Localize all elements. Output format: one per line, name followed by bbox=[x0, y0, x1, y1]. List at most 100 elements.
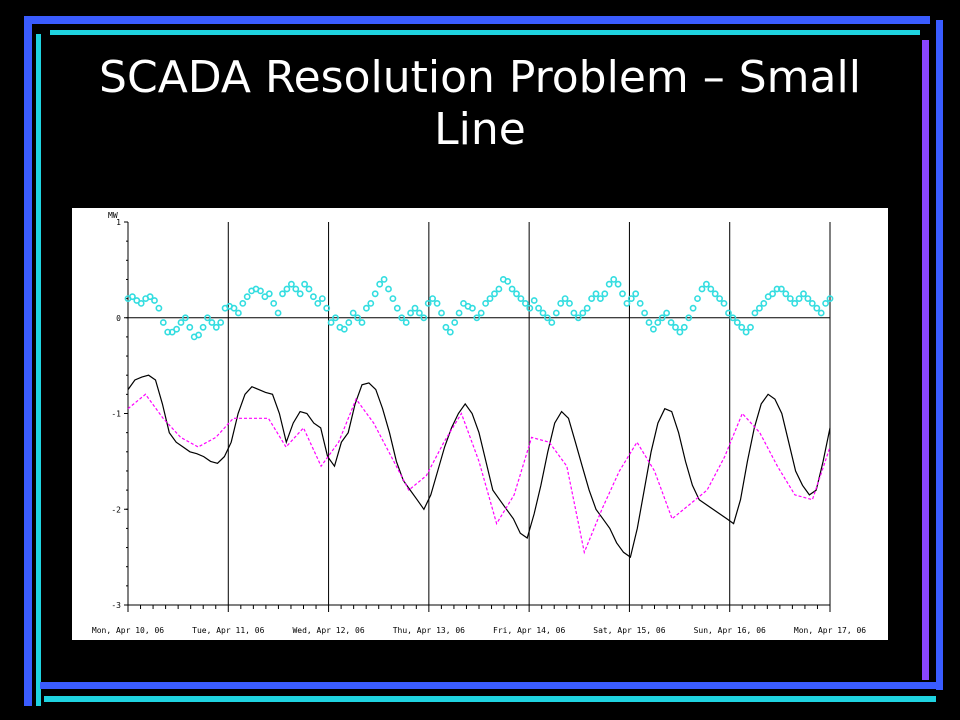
cyan-series-point-2 bbox=[133, 297, 141, 304]
cyan-series-point-104 bbox=[583, 304, 591, 312]
cyan-series-point-6 bbox=[151, 297, 158, 304]
cyan-series-point-142 bbox=[751, 309, 759, 317]
cyan-series-point-55 bbox=[367, 300, 375, 307]
cyan-series-point-95 bbox=[543, 314, 551, 322]
cyan-series-point-88 bbox=[513, 290, 520, 298]
cyan-series-point-131 bbox=[703, 280, 710, 288]
cyan-series-point-137 bbox=[729, 314, 737, 322]
cyan-series-point-40 bbox=[301, 280, 308, 288]
y-axis-title: MW bbox=[108, 211, 118, 220]
cyan-series-point-81 bbox=[482, 300, 489, 307]
cyan-series-point-64 bbox=[407, 309, 414, 317]
cyan-series-point-143 bbox=[756, 304, 763, 312]
cyan-series-point-11 bbox=[173, 325, 180, 333]
cyan-series-point-31 bbox=[261, 293, 269, 301]
cyan-series-point-32 bbox=[265, 290, 273, 298]
cyan-series-point-132 bbox=[707, 285, 715, 293]
x-tick-label-4: Fri, Apr 14, 06 bbox=[493, 626, 565, 635]
cyan-series-point-33 bbox=[270, 300, 278, 307]
cyan-series-point-73 bbox=[446, 328, 454, 336]
cyan-series-point-134 bbox=[716, 295, 723, 302]
y-tick-label-4: -3 bbox=[111, 601, 121, 610]
cyan-series-point-153 bbox=[800, 290, 807, 298]
cyan-series-point-34 bbox=[274, 309, 282, 317]
cyan-series-point-115 bbox=[632, 290, 640, 298]
cyan-series-point-152 bbox=[795, 295, 803, 302]
cyan-series-point-44 bbox=[318, 295, 326, 302]
cyan-series-point-123 bbox=[667, 319, 675, 326]
cyan-series-point-120 bbox=[654, 319, 662, 326]
cyan-series-point-107 bbox=[597, 295, 604, 302]
cyan-series-point-129 bbox=[694, 295, 701, 302]
cyan-series-point-3 bbox=[137, 300, 145, 307]
cyan-series-point-100 bbox=[566, 300, 573, 307]
cyan-series-point-66 bbox=[415, 309, 423, 317]
cyan-series-point-62 bbox=[398, 314, 406, 322]
frame-bar-top-blue bbox=[30, 16, 930, 24]
cyan-series-point-92 bbox=[530, 297, 538, 304]
x-tick-label-2: Wed, Apr 12, 06 bbox=[292, 626, 364, 635]
cyan-series-point-14 bbox=[186, 323, 194, 331]
cyan-series-point-67 bbox=[420, 314, 428, 322]
black-series-line bbox=[127, 374, 831, 559]
cyan-series-point-46 bbox=[327, 319, 335, 326]
cyan-series-point-136 bbox=[725, 309, 732, 317]
cyan-series-point-61 bbox=[393, 304, 401, 312]
cyan-series-point-122 bbox=[663, 309, 670, 317]
cyan-series-point-135 bbox=[720, 300, 728, 307]
cyan-series-point-58 bbox=[380, 276, 388, 283]
cyan-series-point-133 bbox=[711, 290, 719, 298]
cyan-series-point-19 bbox=[208, 319, 216, 326]
cyan-series-point-25 bbox=[234, 309, 242, 317]
cyan-series-point-42 bbox=[309, 293, 317, 301]
cyan-series-point-145 bbox=[764, 293, 772, 301]
cyan-series-point-56 bbox=[371, 290, 379, 298]
cyan-series-point-89 bbox=[517, 295, 525, 302]
cyan-series-point-83 bbox=[491, 290, 498, 298]
cyan-series-point-87 bbox=[508, 285, 516, 293]
y-tick-label-3: -2 bbox=[111, 505, 121, 514]
cyan-series-point-116 bbox=[636, 300, 644, 307]
cyan-series-point-57 bbox=[376, 280, 384, 288]
frame-bar-top-cyan bbox=[50, 30, 920, 35]
cyan-series-point-10 bbox=[168, 328, 176, 336]
frame-bar-bottom-blue bbox=[40, 682, 940, 689]
cyan-series-point-121 bbox=[658, 314, 666, 322]
cyan-series-point-110 bbox=[610, 276, 618, 283]
cyan-series-point-63 bbox=[402, 319, 410, 326]
cyan-series-point-151 bbox=[791, 300, 799, 307]
cyan-series-point-99 bbox=[561, 295, 569, 302]
slide-title: SCADA Resolution Problem – Small Line bbox=[99, 52, 861, 155]
frame-bar-right-blue bbox=[936, 20, 943, 690]
cyan-series-point-47 bbox=[332, 314, 339, 322]
cyan-series-point-126 bbox=[680, 323, 688, 331]
cyan-series-point-27 bbox=[243, 293, 251, 301]
cyan-series-point-86 bbox=[504, 278, 512, 285]
magenta-series-line bbox=[127, 393, 831, 555]
cyan-series-point-12 bbox=[177, 319, 185, 326]
x-tick-label-0: Mon, Apr 10, 06 bbox=[92, 626, 164, 635]
cyan-series-point-148 bbox=[778, 285, 785, 293]
cyan-series-point-117 bbox=[641, 309, 648, 317]
cyan-series-point-59 bbox=[385, 285, 392, 293]
y-tick-label-1: 0 bbox=[116, 314, 121, 323]
cyan-series-point-21 bbox=[217, 319, 225, 326]
cyan-series-point-71 bbox=[438, 309, 445, 317]
cyan-series-point-94 bbox=[539, 309, 547, 317]
cyan-series-point-84 bbox=[495, 285, 503, 293]
cyan-series-point-155 bbox=[808, 300, 816, 307]
cyan-series-point-138 bbox=[733, 319, 741, 326]
cyan-series-point-24 bbox=[230, 304, 238, 312]
chart-panel: MW 1 0 -1 -2 -3 Mon, Apr 10, 06 Tue, Apr 11, 06… bbox=[72, 208, 888, 640]
cyan-series-point-65 bbox=[411, 304, 419, 312]
cyan-series-point-111 bbox=[614, 280, 622, 288]
cyan-series-point-13 bbox=[182, 314, 189, 322]
cyan-series-point-7 bbox=[155, 304, 163, 312]
cyan-series-point-37 bbox=[287, 280, 295, 288]
cyan-series-point-118 bbox=[645, 319, 653, 326]
cyan-series-point-114 bbox=[627, 295, 635, 302]
cyan-series-point-35 bbox=[279, 290, 286, 298]
x-tick-label-3: Thu, Apr 13, 06 bbox=[393, 626, 465, 635]
cyan-series-point-5 bbox=[146, 293, 154, 301]
cyan-series-point-38 bbox=[292, 285, 300, 293]
